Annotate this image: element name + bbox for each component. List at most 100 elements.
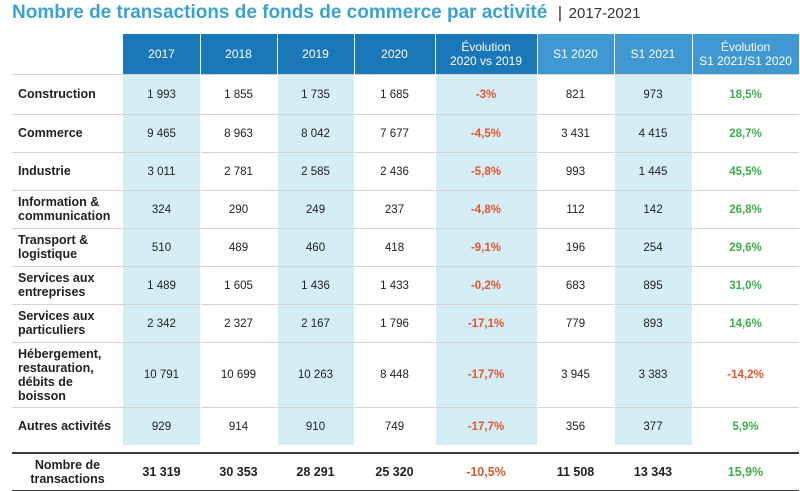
table-cell: 290 (228, 203, 249, 216)
table-cell: 29,6% (729, 241, 762, 254)
table-cell: 779 (565, 317, 586, 330)
column-header: 2018 (200, 34, 277, 74)
table-cell: 1 735 (277, 75, 354, 114)
table-cell: 929 (123, 408, 200, 445)
table-cell: -9,1% (435, 229, 537, 266)
table-cell: 7 677 (380, 127, 409, 140)
table-cell: -0,2% (435, 267, 537, 304)
total-cell: -10,5% (466, 465, 506, 479)
row-label: Information & communication (18, 195, 111, 223)
row-divider (12, 152, 799, 153)
row-divider (12, 304, 799, 305)
table-cell: 460 (277, 229, 354, 266)
total-cell: 30 353 (219, 465, 258, 479)
table-cell: 237 (384, 203, 405, 216)
row-divider (12, 342, 799, 343)
header-divider (277, 34, 278, 74)
table-cell: -4,8% (435, 191, 537, 228)
table-cell: 1 445 (614, 153, 692, 190)
column-divider (435, 74, 436, 452)
header-divider (435, 34, 436, 74)
table-cell: 1 855 (224, 88, 253, 101)
table-cell: 142 (614, 191, 692, 228)
table-cell: 196 (565, 241, 586, 254)
table-cell: 18,5% (729, 88, 762, 101)
table-cell: 3 011 (123, 153, 200, 190)
table-cell: 9 465 (123, 115, 200, 152)
transactions-table: 2017 2018 2019 2020 Évolution 2020 vs 2019 S1 … (12, 34, 799, 491)
table-cell: 895 (614, 267, 692, 304)
table-cell: 10 263 (277, 343, 354, 407)
column-header: 2017 (123, 34, 200, 74)
table-cell: 1 993 (123, 75, 200, 114)
table-cell: 2 436 (380, 165, 409, 178)
header-divider (614, 34, 615, 74)
header-divider (354, 34, 355, 74)
column-divider (537, 74, 538, 452)
row-divider (12, 190, 799, 191)
table-cell: 10 699 (220, 369, 257, 381)
table-cell: 893 (614, 305, 692, 342)
table-cell: 26,8% (729, 203, 762, 216)
table-cell: 4 415 (614, 115, 692, 152)
table-cell: 973 (614, 75, 692, 114)
table-cell: -17,7% (435, 408, 537, 445)
table-cell: 14,6% (729, 317, 762, 330)
table-cell: 5,9% (732, 420, 759, 433)
table-cell: 112 (566, 203, 585, 216)
column-divider (354, 74, 355, 452)
title-main: Nombre de transactions de fonds de comme… (12, 2, 548, 23)
table-cell: 914 (228, 420, 249, 433)
row-label: Services aux entreprises (18, 271, 95, 299)
table-cell: 910 (277, 408, 354, 445)
column-header: Évolution 2020 vs 2019 (435, 34, 537, 74)
column-header: S1 2020 (537, 34, 614, 74)
row-label: Construction (18, 87, 96, 101)
table-cell: 324 (123, 191, 200, 228)
table-cell: 683 (565, 279, 586, 292)
row-divider (12, 74, 799, 75)
column-header: Évolution S1 2021/S1 2020 (692, 34, 799, 74)
row-label: Commerce (18, 126, 83, 140)
total-cell: 25 320 (375, 465, 414, 479)
column-header: 2020 (354, 34, 435, 74)
table-cell: 1 796 (380, 317, 409, 330)
table-cell: -14,2% (727, 369, 764, 381)
table-cell: 418 (384, 241, 405, 254)
row-label: Hébergement, restauration, débits de boisso… (18, 346, 102, 403)
total-cell: 11 508 (556, 465, 595, 479)
title-years: 2017-2021 (568, 5, 641, 22)
row-label: Industrie (18, 164, 71, 178)
table-cell: 1 489 (123, 267, 200, 304)
table-cell: -3% (435, 75, 537, 114)
table-cell: 1 436 (277, 267, 354, 304)
row-divider (12, 114, 799, 115)
table-cell: 377 (614, 408, 692, 445)
total-top-rule (12, 452, 799, 454)
table-cell: 2 781 (224, 165, 253, 178)
table-cell: 8 963 (224, 127, 253, 140)
header-divider (537, 34, 538, 74)
table-cell: 3 383 (614, 343, 692, 407)
table-cell: -17,7% (435, 343, 537, 407)
column-divider (200, 74, 201, 452)
table-cell: 1 685 (380, 88, 409, 101)
column-divider (614, 74, 615, 452)
table-cell: 28,7% (729, 127, 762, 140)
total-cell: 31 319 (142, 465, 181, 479)
chart-title: Nombre de transactions de fonds de comme… (12, 2, 640, 28)
table-cell: 3 431 (561, 127, 590, 140)
row-divider (12, 407, 799, 408)
table-cell: -17,1% (435, 305, 537, 342)
row-divider (12, 266, 799, 267)
total-cell: 28 291 (296, 465, 335, 479)
column-divider (277, 74, 278, 452)
table-cell: 993 (565, 165, 586, 178)
total-cell: 15,9% (727, 465, 764, 479)
column-header: 2019 (277, 34, 354, 74)
row-divider (12, 228, 799, 229)
table-cell: 489 (228, 241, 249, 254)
table-cell: 2 327 (224, 317, 253, 330)
table-cell: -5,8% (435, 153, 537, 190)
table-cell: 2 585 (277, 153, 354, 190)
